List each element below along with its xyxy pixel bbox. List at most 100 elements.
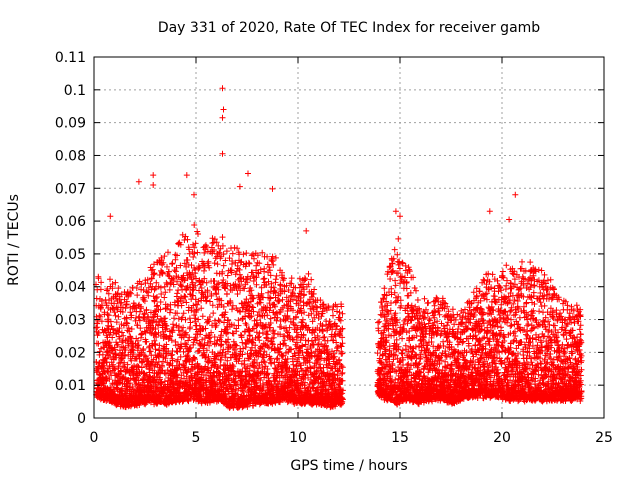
roti-point [163, 325, 170, 332]
roti-point [126, 328, 133, 335]
roti-point [109, 334, 116, 341]
roti-point [118, 299, 125, 306]
roti-point [138, 281, 145, 288]
roti-point [163, 341, 170, 348]
roti-point [107, 276, 113, 283]
roti-point [115, 285, 122, 292]
roti-point [162, 315, 169, 322]
roti-point [151, 286, 158, 293]
roti-point [162, 370, 169, 377]
roti-point [119, 304, 126, 311]
roti-point [164, 367, 171, 374]
roti-point [138, 364, 145, 371]
roti-point [130, 344, 137, 351]
roti-point [129, 383, 136, 390]
roti-point [152, 295, 159, 302]
roti-point [161, 253, 168, 260]
roti-point [130, 351, 137, 358]
roti-point [140, 356, 147, 363]
roti-point [159, 269, 166, 276]
roti-point [107, 318, 114, 325]
roti-point [128, 357, 135, 364]
roti-point [135, 345, 142, 352]
roti-point [152, 326, 159, 332]
roti-point [127, 289, 134, 296]
roti-point [118, 329, 125, 336]
roti-point [140, 346, 147, 352]
roti-point [160, 358, 167, 365]
roti-point [113, 319, 120, 326]
roti-point [154, 294, 160, 300]
roti-point [110, 361, 117, 368]
roti-point [140, 287, 147, 293]
roti-point [95, 275, 102, 282]
roti-point [111, 366, 118, 373]
roti-point [162, 289, 169, 296]
roti-point [119, 339, 125, 346]
roti-point [122, 347, 129, 353]
roti-point [154, 373, 160, 380]
roti-point [115, 313, 122, 320]
roti-point [142, 401, 149, 408]
roti-point [116, 335, 123, 342]
roti-point [118, 367, 125, 374]
roti-point [128, 290, 135, 297]
roti-point [160, 259, 167, 266]
roti-point [157, 380, 164, 387]
roti-point [96, 348, 103, 355]
roti-point [144, 327, 151, 334]
roti-point [151, 341, 158, 348]
roti-point [123, 301, 130, 308]
roti-point [135, 377, 142, 384]
roti-point [112, 279, 119, 286]
roti-point [105, 290, 112, 297]
roti-point [138, 331, 145, 338]
roti-point [147, 348, 154, 355]
roti-point [124, 320, 131, 327]
roti-point [134, 337, 141, 344]
roti-point [107, 368, 113, 375]
roti-point [109, 281, 116, 287]
roti-point [158, 291, 165, 297]
roti-point [144, 276, 151, 283]
roti-point [142, 372, 149, 379]
roti-point [135, 342, 142, 349]
roti-point [115, 341, 121, 348]
roti-point [151, 270, 158, 277]
roti-point [98, 279, 105, 286]
roti-point [156, 342, 163, 349]
roti-point [148, 362, 155, 369]
roti-point [157, 284, 164, 291]
roti-point [128, 326, 135, 332]
roti-point [148, 267, 155, 274]
roti-point [95, 340, 102, 347]
roti-point [103, 375, 110, 382]
roti-point [150, 317, 157, 324]
roti-point [154, 302, 161, 309]
roti-point [128, 312, 135, 319]
roti-point [120, 332, 127, 339]
roti-point [143, 306, 150, 313]
roti-point [123, 298, 130, 305]
roti-point [134, 362, 141, 369]
roti-point [116, 325, 123, 332]
roti-point [127, 309, 134, 316]
roti-point [124, 361, 131, 368]
roti-point [136, 317, 143, 324]
roti-point [106, 297, 112, 304]
roti-point [152, 346, 159, 353]
roti-point [134, 322, 141, 329]
roti-point [134, 292, 141, 299]
roti-point [98, 318, 105, 325]
roti-point [152, 378, 159, 385]
roti-point [141, 352, 148, 359]
roti-point [133, 285, 140, 291]
roti-point [154, 313, 161, 320]
roti-point [165, 249, 171, 256]
roti-point [163, 305, 170, 312]
roti-point [149, 266, 156, 273]
roti-point [142, 280, 149, 287]
roti-point [145, 292, 152, 299]
